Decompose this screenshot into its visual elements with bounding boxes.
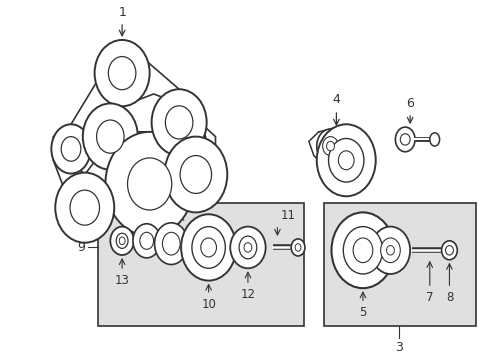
Bar [323,203,475,326]
Ellipse shape [154,223,187,265]
Ellipse shape [180,156,211,193]
Ellipse shape [380,238,400,262]
Ellipse shape [331,212,394,288]
Ellipse shape [140,232,153,249]
Ellipse shape [429,133,439,146]
Ellipse shape [400,134,409,145]
Text: 11: 11 [280,209,295,222]
Ellipse shape [162,232,180,255]
Text: 3: 3 [395,341,403,354]
Ellipse shape [295,244,301,251]
Ellipse shape [110,226,134,255]
Text: 9: 9 [77,241,84,254]
Ellipse shape [96,120,124,153]
Text: 6: 6 [406,97,413,110]
Ellipse shape [352,238,372,262]
Ellipse shape [322,136,338,156]
Ellipse shape [244,243,251,252]
Ellipse shape [94,40,149,106]
Text: 10: 10 [201,298,216,311]
Ellipse shape [151,89,206,156]
Ellipse shape [55,172,114,243]
Text: 1: 1 [118,6,126,19]
Ellipse shape [343,226,382,274]
Text: 7: 7 [425,291,433,304]
Ellipse shape [105,132,193,236]
Ellipse shape [316,124,375,196]
Ellipse shape [61,136,81,161]
Ellipse shape [108,57,136,90]
Ellipse shape [82,103,138,170]
Ellipse shape [230,226,265,268]
Ellipse shape [165,106,192,139]
Text: 4: 4 [332,93,340,106]
Ellipse shape [191,226,225,268]
Ellipse shape [201,238,216,257]
Text: 5: 5 [359,306,366,319]
Text: 13: 13 [115,274,129,287]
Bar [97,203,304,326]
Ellipse shape [239,236,256,259]
Ellipse shape [164,136,227,212]
Text: 12: 12 [240,288,255,301]
Ellipse shape [116,233,128,248]
Ellipse shape [316,129,344,163]
Text: 2: 2 [188,225,197,238]
Ellipse shape [395,127,414,152]
Ellipse shape [441,241,456,260]
Ellipse shape [370,226,409,274]
Text: 8: 8 [445,291,452,304]
Ellipse shape [51,124,90,174]
Ellipse shape [386,246,394,255]
Ellipse shape [445,246,452,255]
Ellipse shape [127,158,171,210]
Ellipse shape [290,239,305,256]
Ellipse shape [338,151,353,170]
Ellipse shape [119,237,125,244]
Ellipse shape [133,224,160,258]
Ellipse shape [70,190,100,225]
Ellipse shape [328,139,363,182]
Ellipse shape [181,214,236,280]
Ellipse shape [326,141,334,151]
